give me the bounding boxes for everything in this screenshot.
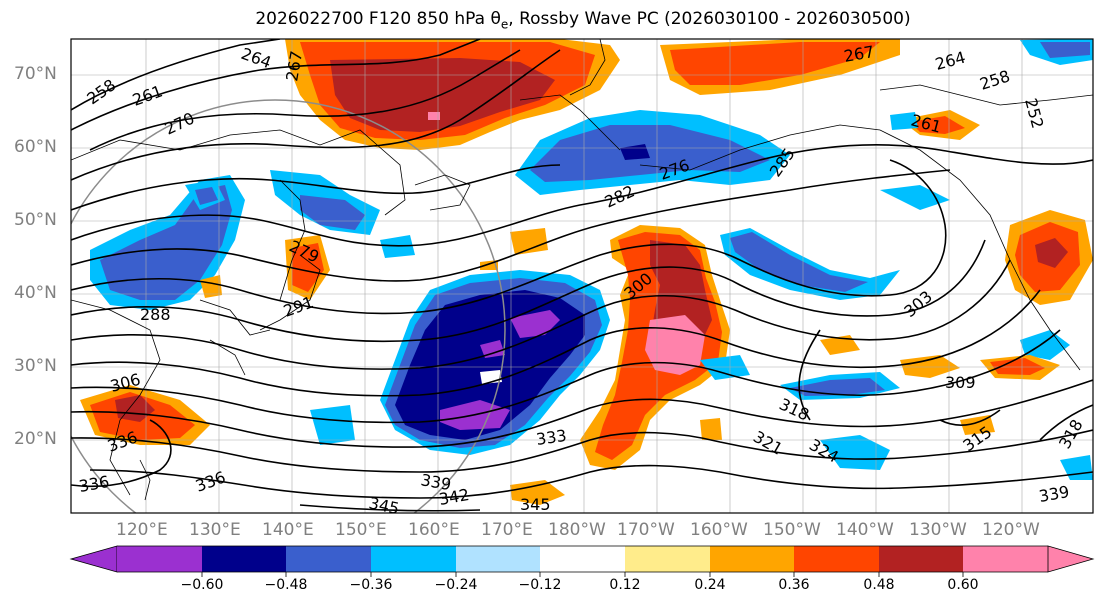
- contour-label: 339: [1037, 482, 1070, 506]
- colorbar-extend-high: [1047, 545, 1095, 573]
- colorbar-extend-low: [69, 545, 118, 573]
- coastlines: [71, 39, 1093, 501]
- lon-label: 180°W: [548, 520, 606, 540]
- lon-label: 170°W: [617, 520, 675, 540]
- colorbar-bin: [794, 546, 879, 572]
- theta-e-contours: [71, 39, 1093, 512]
- contour-label: 342: [437, 485, 470, 509]
- map-frame: [70, 38, 1094, 514]
- lon-label: 160°W: [690, 520, 748, 540]
- lon-label: 140°W: [836, 520, 894, 540]
- contour-label: 291: [281, 292, 316, 320]
- contour-label: 270: [162, 108, 198, 138]
- contour-label: 261: [130, 81, 165, 109]
- lon-label: 120°W: [982, 520, 1040, 540]
- contour-label: 258: [977, 66, 1012, 94]
- lat-label-60n: 60°N: [14, 137, 57, 157]
- colorbar-bin: [286, 546, 371, 572]
- contour-label: 288: [140, 305, 171, 324]
- colorbar-bin: [371, 546, 456, 572]
- lat-label-20n: 20°N: [14, 429, 57, 449]
- title-rest: , Rossby Wave PC (2026030100 - 202603050…: [508, 9, 911, 29]
- colorbar-tick-label: 0.60: [947, 577, 979, 593]
- map-content: 258 264 267 261 270 267 264 258 252 261 …: [71, 39, 1093, 518]
- colorbar-bin: [710, 546, 794, 572]
- contour-label: 309: [945, 373, 976, 392]
- colorbar-tick-label: −0.36: [349, 577, 393, 593]
- colorbar-bin: [540, 546, 625, 572]
- lon-label: 170°E: [481, 520, 533, 540]
- colorbar-bin: [963, 546, 1048, 572]
- colorbar-tick-label: −0.60: [180, 577, 224, 593]
- colorbar-bin: [117, 546, 202, 572]
- colorbar-bin: [456, 546, 540, 572]
- lon-label: 120°E: [116, 520, 168, 540]
- contour-label: 345: [367, 493, 401, 518]
- lon-label: 130°E: [189, 520, 241, 540]
- colorbar-tick-label: 0.12: [609, 577, 641, 593]
- colorbar-bin: [202, 546, 286, 572]
- lat-label-40n: 40°N: [14, 283, 57, 303]
- reference-circle: [71, 99, 506, 513]
- lon-label: 130°W: [909, 520, 967, 540]
- anomaly-shading: [80, 39, 1093, 505]
- contour-label: 252: [1021, 96, 1047, 130]
- contour-label: 321: [750, 427, 786, 459]
- contour-label: 318: [1055, 416, 1087, 452]
- lon-label: 160°E: [408, 520, 460, 540]
- title-main: 2026022700 F120 850 hPa θ: [255, 9, 501, 29]
- lon-label: 150°E: [335, 520, 387, 540]
- lat-label-70n: 70°N: [14, 64, 57, 84]
- colorbar-tick-label: 0.36: [778, 577, 810, 593]
- contour-label: 258: [83, 75, 119, 108]
- colorbar-tick-label: 0.48: [863, 577, 895, 593]
- lat-label-50n: 50°N: [14, 210, 57, 230]
- colorbar-tick-label: −0.48: [264, 577, 308, 593]
- colorbar-tick-label: 0.24: [694, 577, 726, 593]
- colorbar: [69, 545, 1095, 577]
- colorbar-bin: [625, 546, 710, 572]
- colorbar-bin: [879, 546, 963, 572]
- figure-title: 2026022700 F120 850 hPa θe, Rossby Wave …: [0, 9, 1105, 31]
- colorbar-tick-label: −0.24: [434, 577, 478, 593]
- contour-label: 264: [933, 48, 967, 74]
- contour-label: 336: [193, 467, 228, 495]
- contour-label: 345: [520, 495, 551, 514]
- contour-label: 264: [239, 44, 274, 72]
- lat-label-30n: 30°N: [14, 356, 57, 376]
- contour-label: 336: [77, 472, 110, 496]
- contour-label: 333: [535, 426, 568, 449]
- colorbar-tick-label: −0.12: [518, 577, 562, 593]
- lon-label: 150°W: [763, 520, 821, 540]
- title-subscript: e: [500, 17, 509, 32]
- graticule: [71, 39, 1093, 513]
- lon-label: 140°E: [262, 520, 314, 540]
